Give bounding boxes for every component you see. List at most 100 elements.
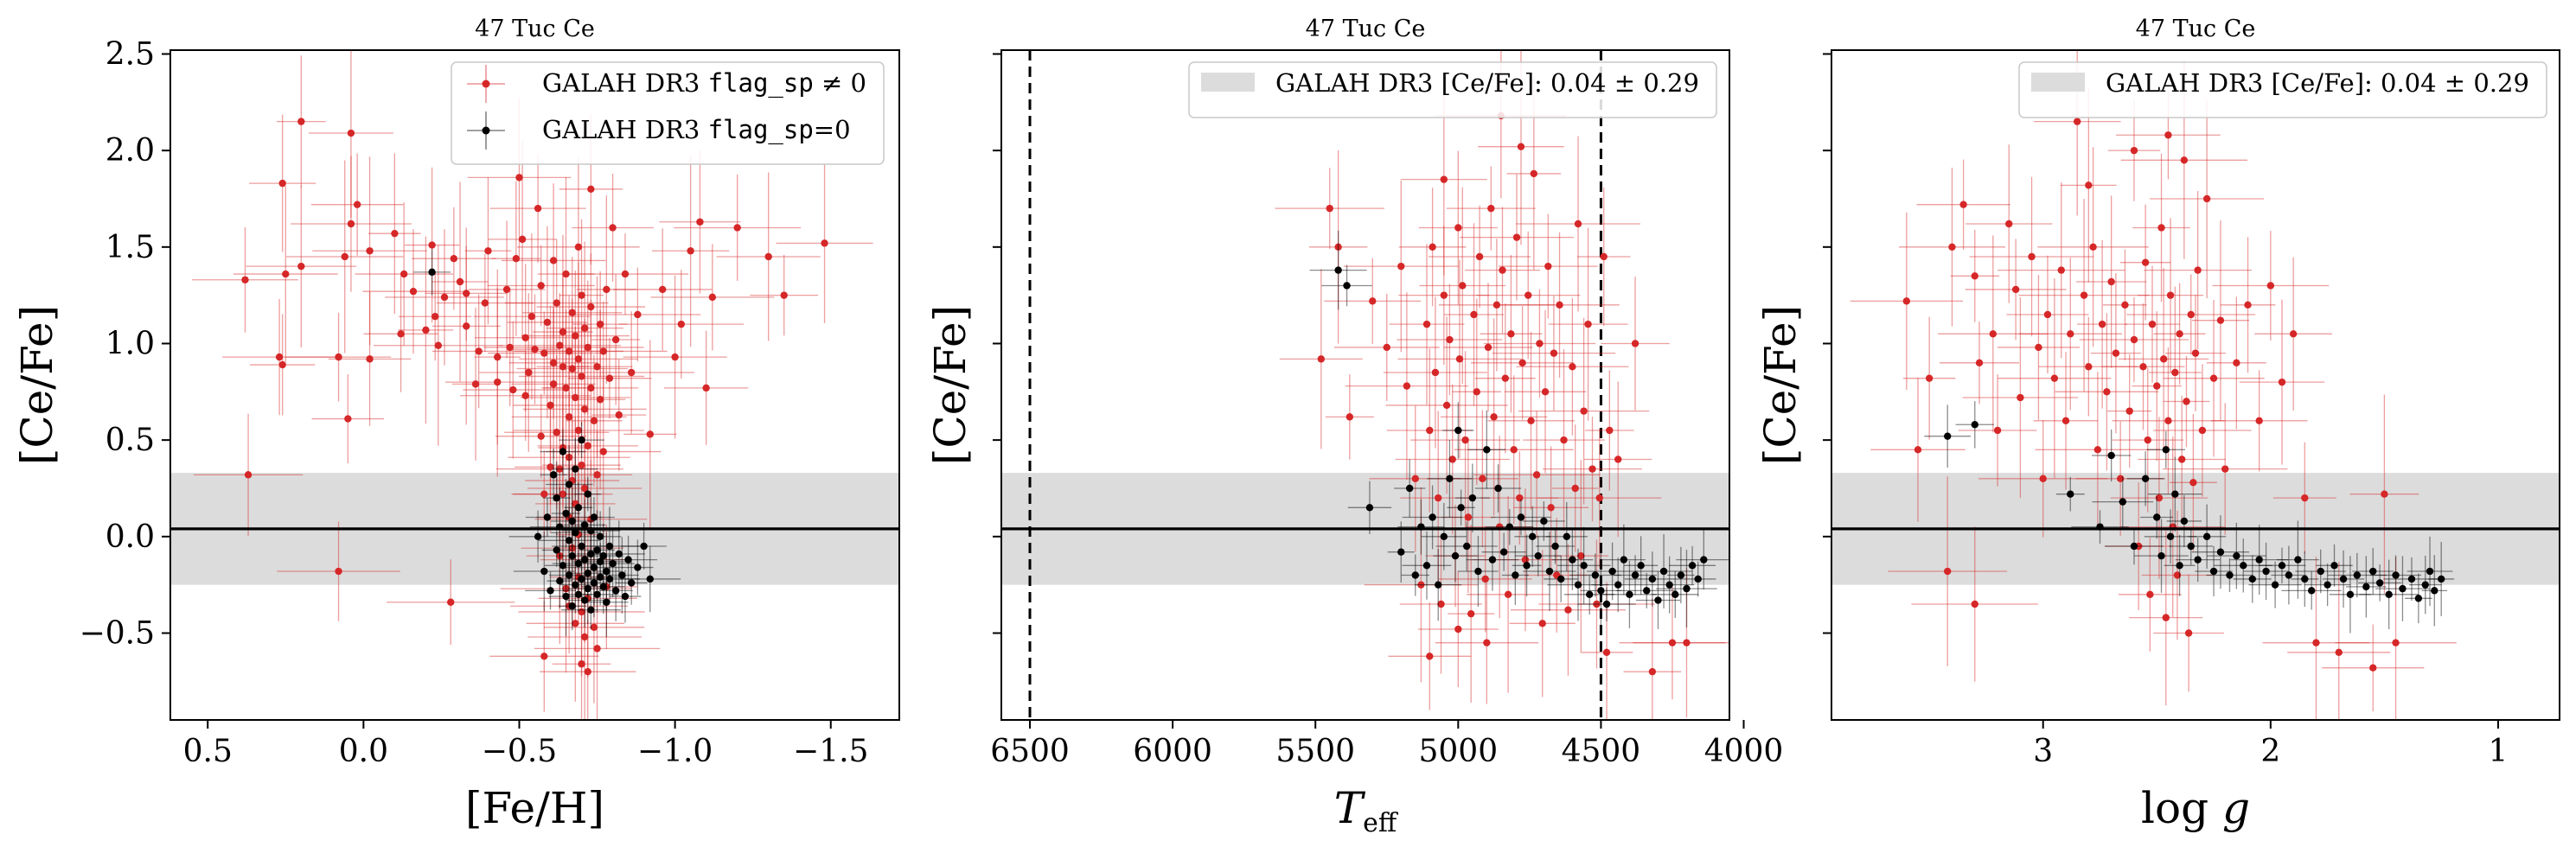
marker bbox=[1423, 562, 1430, 569]
marker bbox=[2210, 568, 2217, 575]
marker bbox=[540, 568, 547, 575]
data-point bbox=[1475, 303, 1536, 453]
marker bbox=[1959, 201, 1966, 207]
marker bbox=[2163, 446, 2170, 453]
marker bbox=[1569, 363, 1576, 370]
marker bbox=[2354, 571, 2361, 578]
marker bbox=[622, 271, 629, 277]
data-point bbox=[2125, 265, 2180, 382]
marker bbox=[2067, 330, 2074, 337]
legend-swatch bbox=[2031, 73, 2085, 92]
marker bbox=[1586, 591, 1593, 598]
marker bbox=[1564, 606, 1571, 613]
data-point bbox=[465, 177, 512, 324]
marker bbox=[1632, 571, 1639, 578]
marker bbox=[2189, 479, 2196, 486]
marker bbox=[515, 174, 522, 181]
data-point bbox=[1344, 181, 1459, 352]
marker bbox=[2085, 363, 2092, 370]
marker bbox=[2081, 291, 2087, 298]
marker bbox=[2267, 282, 2274, 289]
marker bbox=[1665, 581, 1672, 588]
marker bbox=[2199, 427, 2206, 434]
marker bbox=[2249, 576, 2256, 583]
marker bbox=[2164, 417, 2171, 424]
marker bbox=[606, 543, 613, 550]
marker bbox=[1343, 282, 1350, 289]
marker bbox=[2145, 436, 2151, 443]
marker bbox=[1608, 568, 1615, 575]
marker bbox=[1683, 585, 1690, 592]
marker bbox=[593, 591, 600, 598]
marker bbox=[366, 247, 373, 254]
marker bbox=[606, 576, 613, 583]
marker bbox=[569, 365, 576, 372]
marker bbox=[1584, 321, 1591, 328]
y-tick-label: 0.0 bbox=[105, 519, 155, 555]
data-point bbox=[1966, 239, 2067, 340]
x-axis-label: [Fe/H] bbox=[465, 783, 604, 833]
marker bbox=[1606, 427, 1613, 434]
marker bbox=[553, 299, 560, 306]
marker bbox=[482, 299, 489, 306]
marker bbox=[1614, 455, 1621, 462]
panel-teff: 6500 6000 5500 5000 4500 400047 Tuc CeTeff[Ce… bbox=[925, 16, 1783, 838]
marker bbox=[647, 430, 654, 437]
marker bbox=[1523, 562, 1530, 569]
marker bbox=[578, 462, 585, 468]
marker bbox=[585, 585, 591, 592]
legend-entry: GALAH DR3 [Ce/Fe]: 0.04 ± 0.29 bbox=[2031, 68, 2529, 98]
marker bbox=[297, 118, 304, 124]
data-point bbox=[1516, 298, 1628, 436]
marker bbox=[2146, 591, 2153, 598]
data-point bbox=[1310, 231, 1367, 309]
x-tick-label: 4000 bbox=[1704, 734, 1784, 769]
marker bbox=[348, 130, 355, 137]
x-tick-label: −1.5 bbox=[793, 734, 868, 769]
x-tick-label: 6000 bbox=[1133, 734, 1212, 769]
data-point bbox=[1970, 177, 2094, 336]
marker bbox=[1499, 266, 1505, 273]
marker bbox=[348, 220, 355, 227]
marker bbox=[569, 518, 576, 525]
marker bbox=[1592, 571, 1599, 578]
marker bbox=[1518, 143, 1525, 150]
x-tick-label: 0.0 bbox=[339, 734, 388, 769]
marker bbox=[2094, 446, 2101, 453]
marker bbox=[2244, 302, 2251, 309]
marker bbox=[1441, 175, 1448, 182]
marker bbox=[1557, 576, 1564, 583]
panel-title: 47 Tuc Ce bbox=[2136, 16, 2256, 42]
marker bbox=[2142, 258, 2149, 265]
marker bbox=[1547, 504, 1554, 511]
data-point bbox=[1484, 290, 1596, 398]
marker bbox=[1689, 562, 1696, 569]
marker bbox=[1531, 170, 1537, 177]
marker bbox=[585, 490, 591, 497]
marker bbox=[1976, 360, 1983, 366]
marker bbox=[600, 448, 607, 455]
marker bbox=[241, 277, 248, 283]
marker bbox=[1483, 446, 1490, 453]
y-axis-label: [Ce/Fe] bbox=[1755, 305, 1806, 465]
marker bbox=[634, 564, 641, 570]
marker bbox=[1678, 571, 1684, 578]
marker bbox=[2399, 585, 2406, 592]
marker bbox=[553, 429, 560, 436]
marker bbox=[2203, 533, 2210, 540]
data-point bbox=[1998, 275, 2080, 420]
marker bbox=[1403, 382, 1410, 389]
data-point bbox=[2207, 296, 2266, 429]
marker bbox=[575, 560, 582, 567]
marker bbox=[2164, 131, 2171, 138]
data-point bbox=[2221, 237, 2276, 373]
marker bbox=[1575, 220, 1582, 227]
marker bbox=[1994, 427, 2001, 434]
marker bbox=[572, 581, 578, 588]
marker bbox=[278, 180, 285, 187]
marker bbox=[397, 330, 404, 337]
marker bbox=[2119, 498, 2126, 505]
data-point bbox=[2165, 295, 2226, 411]
data-point bbox=[2150, 99, 2264, 298]
